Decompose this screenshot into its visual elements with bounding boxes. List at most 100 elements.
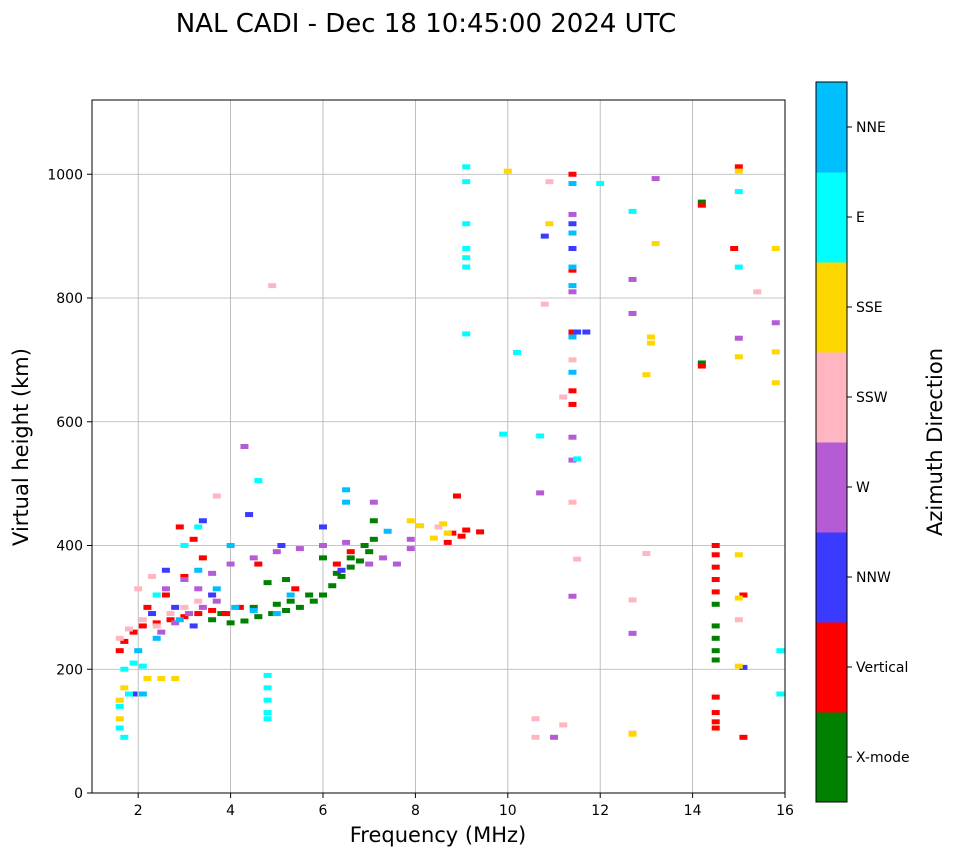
data-point <box>124 691 133 697</box>
data-point <box>734 189 743 195</box>
data-point <box>739 664 748 670</box>
data-point <box>568 283 577 289</box>
data-point <box>697 360 706 366</box>
data-point <box>628 208 637 214</box>
data-point <box>734 663 743 669</box>
data-point <box>212 586 221 592</box>
data-point <box>573 329 582 335</box>
data-point <box>180 577 189 583</box>
data-point <box>272 601 281 607</box>
data-point <box>198 555 207 561</box>
data-point <box>734 617 743 623</box>
data-point <box>138 623 147 629</box>
data-point <box>263 672 272 678</box>
data-point <box>568 401 577 407</box>
data-point <box>263 710 272 716</box>
data-point <box>180 614 189 620</box>
data-point <box>628 276 637 282</box>
data-point <box>332 561 341 567</box>
data-point <box>198 604 207 610</box>
data-point <box>342 539 351 545</box>
data-point <box>406 546 415 552</box>
data-point <box>138 663 147 669</box>
data-point <box>194 567 203 573</box>
series-e <box>115 164 785 740</box>
data-point <box>753 289 762 295</box>
data-point <box>342 499 351 505</box>
data-point <box>568 369 577 375</box>
y-tick-label: 800 <box>56 291 83 307</box>
data-point <box>180 573 189 579</box>
data-point <box>319 592 327 598</box>
data-point <box>120 734 129 740</box>
data-point <box>194 611 203 617</box>
data-point <box>134 586 143 592</box>
colorbar-segment <box>816 442 847 533</box>
data-point <box>462 221 471 227</box>
data-point <box>138 617 147 623</box>
series-x-mode <box>208 199 720 663</box>
data-point <box>263 580 272 586</box>
data-point <box>208 617 217 623</box>
data-point <box>226 561 235 567</box>
y-axis-ticks: 0 200 400 600 800 1000 <box>47 167 92 802</box>
data-point <box>462 527 471 533</box>
data-point <box>157 676 166 682</box>
data-point <box>462 246 471 251</box>
data-point <box>462 164 471 170</box>
data-point <box>175 524 184 530</box>
data-point <box>711 601 720 607</box>
data-point <box>175 617 184 623</box>
data-point <box>143 676 152 682</box>
data-point <box>369 518 378 524</box>
data-point <box>776 691 785 697</box>
data-point <box>513 349 522 355</box>
data-point <box>734 354 743 360</box>
x-tick-label: 10 <box>499 803 517 819</box>
data-point <box>120 666 129 672</box>
series-nnw <box>129 221 748 697</box>
y-tick-label: 1000 <box>47 167 83 183</box>
data-point <box>536 490 545 496</box>
data-point <box>771 246 780 251</box>
data-point <box>231 604 240 610</box>
data-point <box>263 716 272 722</box>
data-point <box>771 320 780 326</box>
data-point <box>277 543 286 548</box>
x-axis-ticks: 2 4 6 8 10 12 14 16 <box>134 793 794 819</box>
data-point <box>448 530 457 536</box>
data-point <box>295 546 304 552</box>
data-point <box>272 611 281 617</box>
data-point <box>240 444 249 449</box>
data-point <box>462 331 471 337</box>
data-point <box>295 604 304 610</box>
x-tick-label: 4 <box>226 803 235 819</box>
data-point <box>452 493 461 499</box>
data-point <box>319 543 327 548</box>
data-point <box>346 564 355 570</box>
data-point <box>115 716 124 722</box>
grid <box>92 100 786 794</box>
data-points <box>115 164 785 740</box>
data-point <box>711 719 720 725</box>
plot-frame <box>91 99 786 794</box>
data-point <box>628 630 637 636</box>
data-point <box>711 589 720 595</box>
data-point <box>282 577 291 583</box>
y-tick-label: 200 <box>56 662 83 678</box>
colorbar-segment <box>816 352 847 443</box>
data-point <box>369 536 378 542</box>
data-point <box>134 648 143 654</box>
data-point <box>568 211 577 217</box>
data-point <box>568 334 577 340</box>
data-point <box>152 620 161 626</box>
x-tick-label: 12 <box>591 803 609 819</box>
data-point <box>286 592 295 598</box>
data-point <box>711 694 720 700</box>
y-axis-label: Virtual height (km) <box>9 348 33 546</box>
data-point <box>559 722 568 728</box>
data-point <box>120 685 129 691</box>
data-point <box>217 611 226 617</box>
data-point <box>568 457 577 463</box>
